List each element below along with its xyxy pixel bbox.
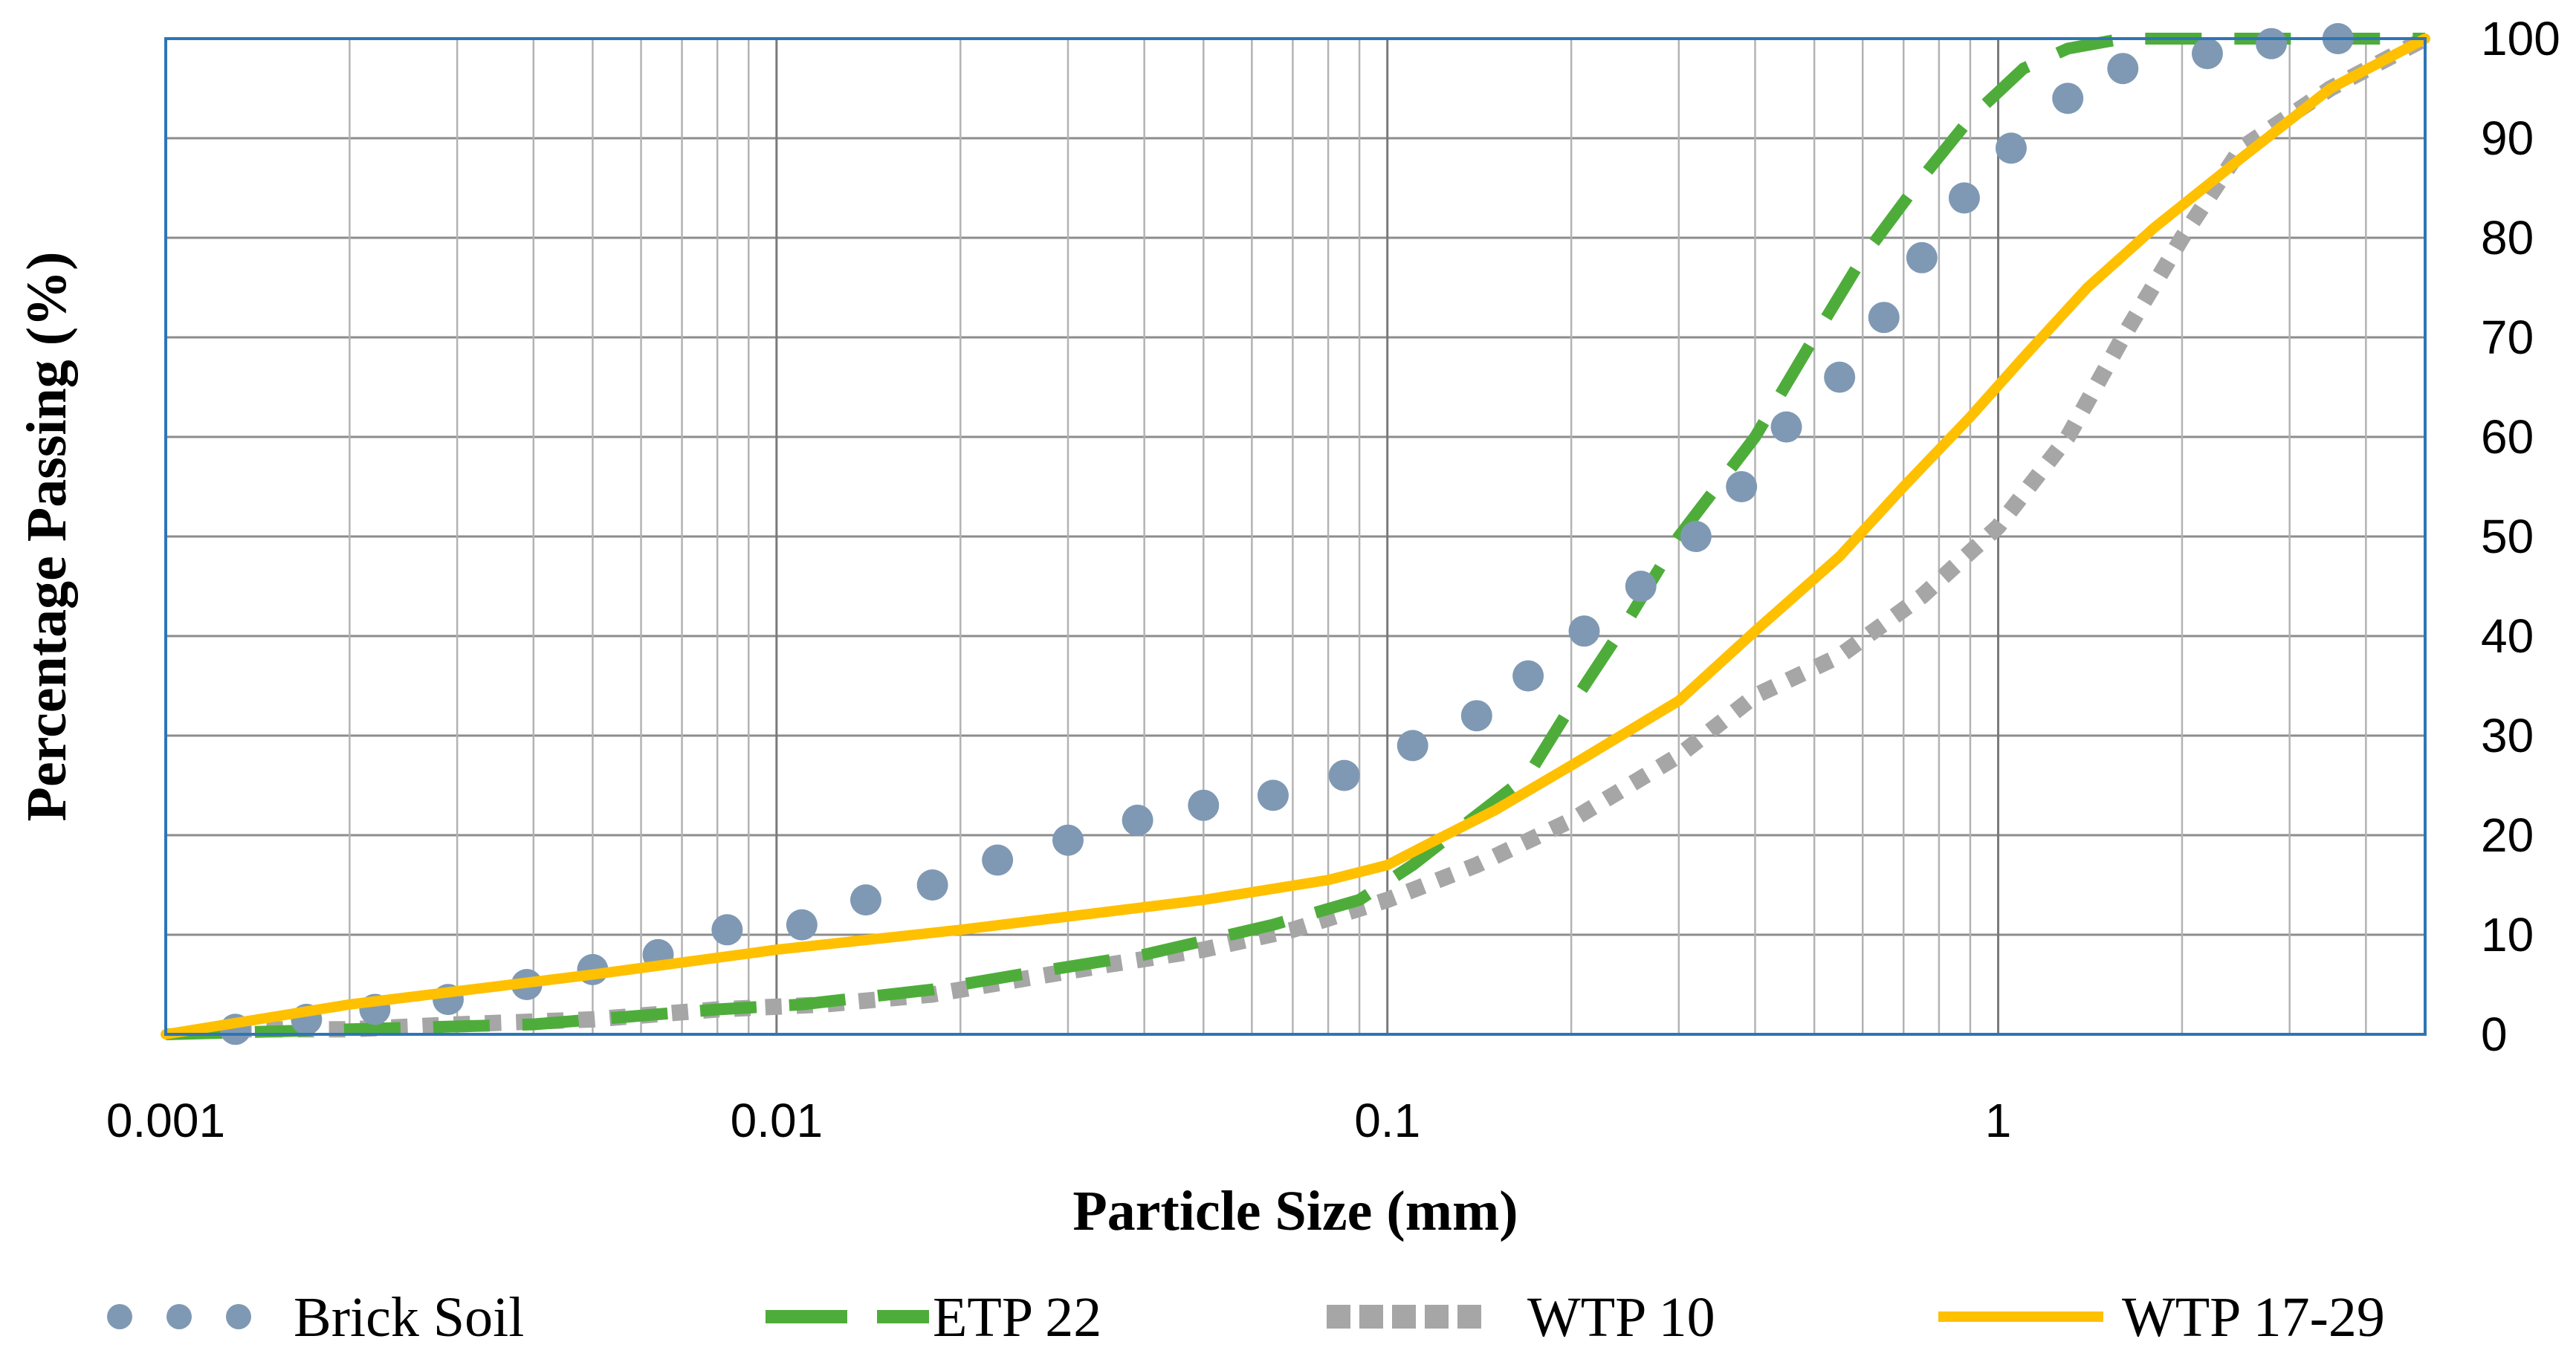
data-point bbox=[850, 884, 881, 916]
data-point bbox=[1726, 471, 1758, 502]
legend-marker bbox=[166, 1304, 192, 1329]
data-point bbox=[1460, 700, 1492, 732]
y-tick-label: 70 bbox=[2481, 311, 2534, 364]
legend-marker bbox=[1457, 1305, 1481, 1329]
y-tick-label: 60 bbox=[2481, 410, 2534, 464]
legend-marker bbox=[1327, 1305, 1350, 1329]
legend-item-etp-22: ETP 22 bbox=[766, 1286, 1101, 1349]
legend-item-wtp-17-29: WTP 17-29 bbox=[1938, 1286, 2385, 1349]
legend: Brick Soil ETP 22 WTP 10 WTP 17-29 bbox=[107, 1286, 2385, 1349]
data-point bbox=[711, 914, 743, 946]
grid bbox=[166, 39, 2425, 1034]
legend-marker bbox=[1392, 1305, 1416, 1329]
legend-label: Brick Soil bbox=[294, 1286, 524, 1349]
data-point bbox=[1512, 660, 1544, 692]
y-tick-label: 80 bbox=[2481, 211, 2534, 265]
data-point bbox=[1770, 411, 1802, 443]
legend-label: WTP 10 bbox=[1527, 1286, 1715, 1349]
data-point bbox=[2191, 38, 2223, 70]
y-tick-label: 30 bbox=[2481, 709, 2534, 762]
data-point bbox=[1906, 241, 1938, 273]
x-axis-title: Particle Size (mm) bbox=[1072, 1180, 1518, 1242]
data-point bbox=[982, 844, 1014, 876]
x-tick-label: 0.1 bbox=[1354, 1094, 1420, 1147]
x-tick-label: 0.001 bbox=[106, 1094, 225, 1147]
data-point bbox=[1995, 132, 2027, 164]
legend-item-wtp-10: WTP 10 bbox=[1327, 1286, 1715, 1349]
series-layer bbox=[161, 23, 2430, 1045]
legend-label: ETP 22 bbox=[933, 1286, 1101, 1349]
legend-label: WTP 17-29 bbox=[2122, 1286, 2385, 1349]
legend-marker bbox=[107, 1304, 132, 1329]
data-point bbox=[1568, 615, 1600, 647]
y-tick-label: 20 bbox=[2481, 808, 2534, 862]
data-point bbox=[1328, 759, 1360, 791]
data-point bbox=[2107, 53, 2139, 85]
y-tick-label: 50 bbox=[2481, 510, 2534, 563]
series-line bbox=[161, 33, 2430, 1040]
plot-area-border bbox=[164, 37, 2427, 1036]
data-point bbox=[916, 869, 948, 901]
series-wtp-17-29 bbox=[161, 33, 2430, 1040]
data-point bbox=[1625, 571, 1657, 602]
legend-item-brick-soil: Brick Soil bbox=[107, 1286, 524, 1349]
legend-marker bbox=[1425, 1305, 1449, 1329]
y-tick-label: 40 bbox=[2481, 609, 2534, 663]
series-line bbox=[165, 33, 2425, 1040]
y-tick-label: 100 bbox=[2481, 12, 2560, 65]
data-point bbox=[1948, 182, 1980, 214]
y-tick-label: 10 bbox=[2481, 908, 2534, 961]
data-point bbox=[1122, 804, 1153, 836]
legend-marker bbox=[226, 1304, 251, 1329]
y-tick-label: 90 bbox=[2481, 111, 2534, 165]
x-tick-label: 0.01 bbox=[731, 1094, 823, 1147]
y-tick-label: 0 bbox=[2481, 1008, 2508, 1061]
data-point bbox=[1397, 730, 1428, 762]
data-point bbox=[1824, 361, 1856, 393]
legend-marker bbox=[1359, 1305, 1383, 1329]
series-etp-22 bbox=[165, 33, 2425, 1040]
data-point bbox=[2052, 82, 2084, 114]
data-point bbox=[2256, 27, 2288, 59]
data-point bbox=[786, 909, 818, 941]
data-point bbox=[1188, 789, 1220, 821]
data-point bbox=[1257, 779, 1289, 811]
y-axis-title: Percentage Passing (%) bbox=[16, 252, 78, 822]
x-tick-label: 1 bbox=[1985, 1094, 2012, 1147]
data-point bbox=[1052, 824, 1084, 856]
data-point bbox=[1680, 521, 1712, 552]
data-point bbox=[1868, 302, 1900, 334]
